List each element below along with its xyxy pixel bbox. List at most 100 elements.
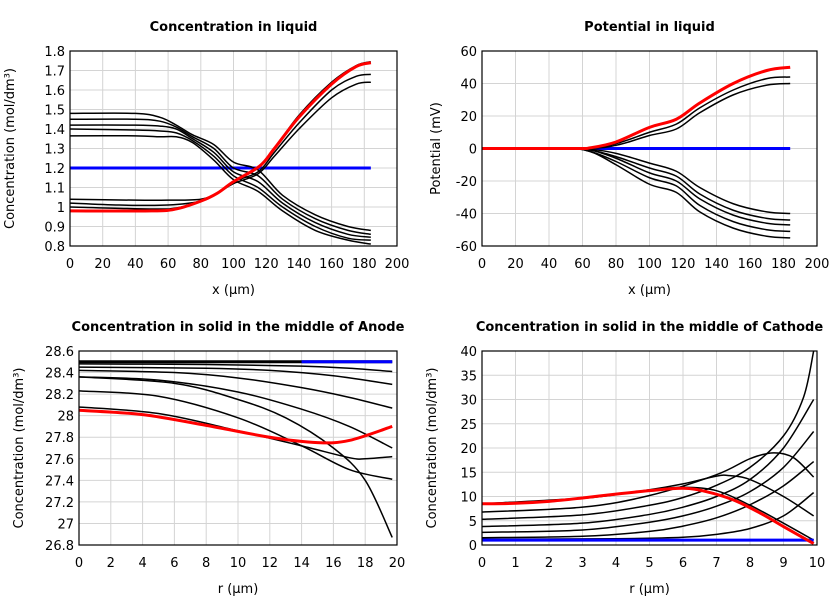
y-tick-label: 0.9 (44, 221, 65, 236)
y-tick-label: 0 (469, 143, 477, 158)
y-tick-label: 40 (460, 345, 477, 360)
x-tick-label: 5 (645, 556, 653, 571)
x-tick-label: 0 (478, 556, 486, 571)
x-tick-label: 1 (511, 556, 519, 571)
x-tick-label: 140 (704, 257, 729, 272)
y-tick-label: 28.2 (45, 388, 74, 403)
x-tick-label: 6 (679, 556, 687, 571)
x-tick-label: 8 (202, 556, 210, 571)
x-axis-label: x (µm) (628, 283, 671, 298)
x-tick-label: 10 (809, 556, 826, 571)
x-tick-label: 80 (608, 257, 625, 272)
x-tick-label: 60 (160, 257, 177, 272)
series-line-a4 (78, 376, 393, 449)
x-tick-label: 160 (738, 257, 763, 272)
x-tick-label: 200 (385, 257, 410, 272)
x-tick-label: 140 (286, 257, 311, 272)
y-tick-label: 1.2 (44, 162, 65, 177)
subplot-1: 0 20 40 60 80 100 120 140 160 180 200 0.8 0.9 1 1.1 1.2… (3, 20, 409, 298)
series-line-final (481, 486, 815, 545)
plot-frame (69, 50, 398, 247)
chart-title: Concentration in solid in the middle of … (476, 320, 824, 335)
series-line-t4 (69, 128, 371, 241)
subplot-4: 0 1 2 3 4 5 6 7 8 9 10 0 5 10 15 20 25 30 35 40 Concentratio… (425, 320, 825, 597)
series-line-c3 (481, 431, 815, 534)
y-tick-label: 27 (57, 517, 74, 532)
y-tick-label: 27.4 (45, 474, 74, 489)
x-tick-label: 200 (805, 257, 830, 272)
y-axis-label: Concentration (mol/dm³) (425, 368, 440, 529)
series-line-c4 (481, 399, 815, 528)
x-tick-label: 80 (193, 257, 210, 272)
x-tick-label: 20 (507, 257, 524, 272)
y-tick-label: 1.4 (44, 123, 65, 138)
y-tick-label: 1 (57, 201, 65, 216)
y-tick-label: 15 (460, 466, 477, 481)
x-tick-label: 14 (293, 556, 310, 571)
y-tick-label: 1.8 (44, 45, 65, 60)
x-tick-label: 120 (254, 257, 279, 272)
series-line-t3 (69, 124, 371, 238)
x-tick-label: 16 (325, 556, 342, 571)
y-tick-label: 30 (460, 394, 477, 409)
x-tick-label: 180 (352, 257, 377, 272)
series-line-t1 (69, 112, 371, 232)
series-line-c6 (481, 452, 815, 513)
series-line-t5 (69, 135, 371, 245)
y-axis-label: Concentration (mol/dm³) (12, 368, 27, 529)
y-tick-label: 0 (469, 539, 477, 554)
x-axis-label: r (µm) (629, 582, 670, 597)
series-line-final (78, 408, 393, 445)
x-tick-label: 7 (712, 556, 720, 571)
x-tick-label: 2 (107, 556, 115, 571)
series-line-a3 (78, 369, 393, 409)
series-line-a1 (78, 363, 393, 373)
series-line-a7 (78, 406, 393, 460)
x-tick-label: 0 (75, 556, 83, 571)
x-tick-label: 180 (771, 257, 796, 272)
y-axis-label: Potential (mV) (429, 102, 444, 195)
plot-frame (78, 350, 398, 546)
x-tick-label: 2 (545, 556, 553, 571)
y-tick-label: 27.8 (45, 431, 74, 446)
y-tick-label: 1.6 (44, 84, 65, 99)
y-tick-label: 0.8 (44, 240, 65, 255)
series-line-c2 (481, 460, 815, 539)
series-line-a5 (78, 376, 393, 538)
x-tick-label: 4 (612, 556, 620, 571)
series-line-a2 (78, 366, 393, 386)
subplot-3: 0 2 4 6 8 10 12 14 16 18 20 26.8 27 27.2 27.4 27.6 27.8 2… (12, 320, 405, 597)
y-tick-label: 20 (460, 442, 477, 457)
y-tick-label: 1.1 (44, 182, 65, 197)
series-line-final (69, 61, 372, 213)
y-tick-label: 27.2 (45, 496, 74, 511)
y-tick-label: 35 (460, 369, 477, 384)
subplot-2: 0 20 40 60 80 100 120 140 160 180 200 -60 -40 -20 0 20 4… (429, 20, 829, 298)
y-tick-label: 28.6 (45, 345, 74, 360)
x-tick-label: 120 (671, 257, 696, 272)
y-axis-label: Concentration (mol/dm³) (3, 68, 18, 229)
y-tick-label: 1.3 (44, 143, 65, 158)
x-tick-label: 18 (357, 556, 374, 571)
x-tick-label: 40 (127, 257, 144, 272)
plot-frame (481, 350, 818, 546)
x-tick-label: 3 (578, 556, 586, 571)
series-line-t6 (69, 81, 371, 202)
x-tick-label: 20 (389, 556, 406, 571)
x-tick-label: 60 (574, 257, 591, 272)
y-tick-label: 27.6 (45, 453, 74, 468)
chart-title: Potential in liquid (584, 20, 715, 35)
chart-title: Concentration in liquid (150, 20, 318, 35)
series-line-t7 (69, 73, 371, 207)
y-tick-label: 26.8 (45, 539, 74, 554)
x-axis-label: x (µm) (212, 283, 255, 298)
x-tick-label: 10 (230, 556, 247, 571)
x-tick-label: 40 (541, 257, 558, 272)
series-line-c5 (481, 350, 815, 521)
y-tick-label: 60 (460, 45, 477, 60)
y-tick-label: -60 (456, 240, 477, 255)
y-tick-label: 28 (57, 410, 74, 425)
x-tick-label: 9 (779, 556, 787, 571)
